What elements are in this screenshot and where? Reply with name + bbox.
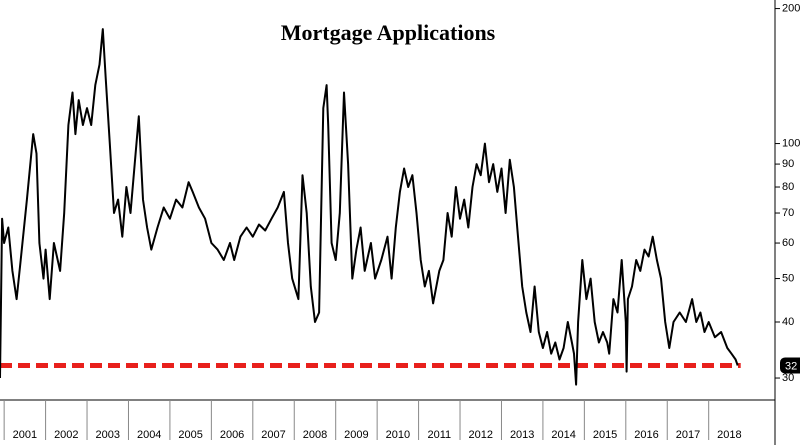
y-tick-label: 100 <box>782 137 800 149</box>
x-tick-label: 2004 <box>137 429 161 441</box>
x-tick-label: 2013 <box>510 429 534 441</box>
x-tick-label: 2011 <box>427 429 451 441</box>
x-tick-label: 2002 <box>54 429 78 441</box>
x-tick-label: 2001 <box>13 429 37 441</box>
y-tick-label: 30 <box>782 372 794 384</box>
x-tick-label: 2008 <box>303 429 327 441</box>
data-line <box>0 28 739 386</box>
y-tick-label: 60 <box>782 237 794 249</box>
reference-label-box <box>780 357 800 374</box>
y-tick-label: 50 <box>782 272 794 284</box>
x-tick-label: 2003 <box>96 429 120 441</box>
x-tick-label: 2017 <box>676 429 700 441</box>
x-tick-label: 2005 <box>178 429 202 441</box>
x-tick-label: 2010 <box>386 429 410 441</box>
y-tick-label: 200 <box>782 2 800 14</box>
reference-label: 32 <box>785 360 797 372</box>
y-tick-label: 80 <box>782 181 794 193</box>
x-tick-label: 2009 <box>344 429 368 441</box>
x-tick-label: 2006 <box>220 429 244 441</box>
y-tick-label: 90 <box>782 158 794 170</box>
x-tick-label: 2018 <box>717 429 741 441</box>
x-tick-label: 2016 <box>634 429 658 441</box>
chart-title: Mortgage Applications <box>281 20 496 45</box>
y-tick-label: 70 <box>782 207 794 219</box>
y-tick-label: 40 <box>782 316 794 328</box>
x-tick-label: 2007 <box>261 429 285 441</box>
x-tick-label: 2014 <box>551 429 575 441</box>
x-tick-label: 2015 <box>593 429 617 441</box>
x-tick-label: 2012 <box>469 429 493 441</box>
